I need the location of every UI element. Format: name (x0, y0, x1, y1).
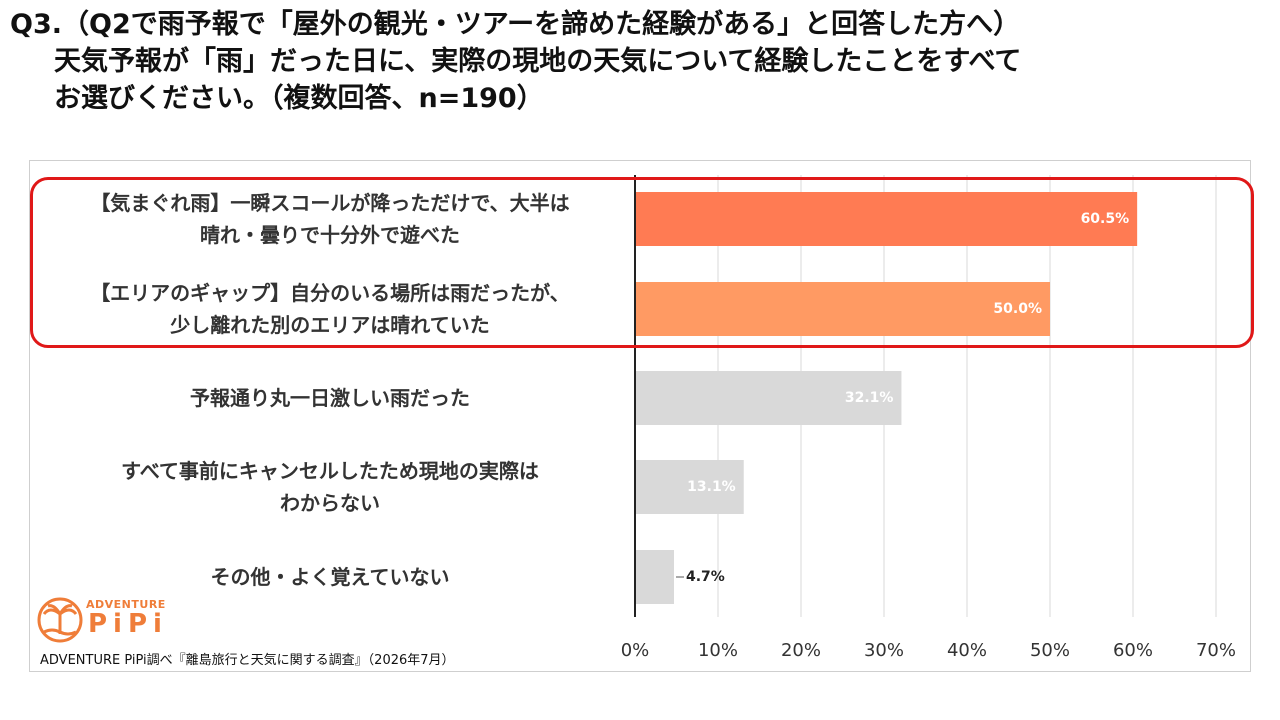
bar-1 (635, 282, 1050, 336)
x-tick-label-30: 30% (864, 640, 904, 661)
x-tick-label-10: 10% (698, 640, 738, 661)
x-tick-label-50: 50% (1030, 640, 1070, 661)
category-label-0-line-0: 【気まぐれ雨】一瞬スコールが降っただけで、大半は (90, 191, 570, 215)
value-label-1: 50.0% (993, 301, 1042, 317)
category-label-0: 【気まぐれ雨】一瞬スコールが降っただけで、大半は 晴れ・曇りで十分外で遊べた (40, 187, 620, 251)
logo-text-main: PiPi (88, 609, 168, 639)
x-tick-label-70: 70% (1196, 640, 1236, 661)
category-label-0-line-1: 晴れ・曇りで十分外で遊べた (200, 223, 460, 247)
category-label-1-line-0: 【エリアのギャップ】自分のいる場所は雨だったが、 (90, 281, 570, 305)
x-tick-label-60: 60% (1113, 640, 1153, 661)
category-label-4-line-0: その他・よく覚えていない (210, 565, 450, 589)
value-label-0: 60.5% (1081, 211, 1130, 227)
category-label-3: すべて事前にキャンセルしたため現地の実際は わからない (40, 455, 620, 519)
category-label-1-line-1: 少し離れた別のエリアは晴れていた (170, 313, 490, 337)
value-label-2: 32.1% (845, 390, 894, 406)
palm-island-icon (37, 597, 83, 643)
bar-0 (635, 192, 1138, 246)
source-note: ADVENTURE PiPi調べ『離島旅行と天気に関する調査』（2026年7月） (40, 653, 455, 668)
x-tick-label-40: 40% (947, 640, 987, 661)
chart-frame (29, 160, 1251, 672)
category-label-4: その他・よく覚えていない (40, 561, 620, 593)
category-label-2-line-0: 予報通り丸一日激しい雨だった (190, 386, 470, 410)
category-label-3-line-0: すべて事前にキャンセルしたため現地の実際は (121, 459, 539, 483)
category-label-1: 【エリアのギャップ】自分のいる場所は雨だったが、 少し離れた別のエリアは晴れていた (40, 277, 620, 341)
adventure-pipi-logo: ADVENTURE PiPi (36, 596, 166, 646)
x-tick-label-0: 0% (621, 640, 650, 661)
bar-2 (635, 371, 902, 425)
logo-text-top: ADVENTURE (86, 598, 166, 611)
value-label-4: 4.7% (686, 569, 725, 585)
highlight-box (30, 177, 1254, 348)
bar-3 (635, 460, 744, 514)
chart-title: Q3.（Q2で雨予報で「屋外の観光・ツアーを諦めた経験がある」と回答した方へ） … (10, 6, 1260, 117)
bar-4 (635, 550, 675, 604)
x-tick-label-20: 20% (781, 640, 821, 661)
title-line-3: お選びください。（複数回答、n=190） (54, 83, 544, 114)
title-line-1: Q3.（Q2で雨予報で「屋外の観光・ツアーを諦めた経験がある」と回答した方へ） (10, 9, 1021, 40)
category-label-2: 予報通り丸一日激しい雨だった (40, 382, 620, 414)
value-label-3: 13.1% (687, 479, 736, 495)
category-label-3-line-1: わからない (280, 491, 380, 515)
title-line-2: 天気予報が「雨」だった日に、実際の現地の天気について経験したことをすべて (54, 46, 1022, 77)
